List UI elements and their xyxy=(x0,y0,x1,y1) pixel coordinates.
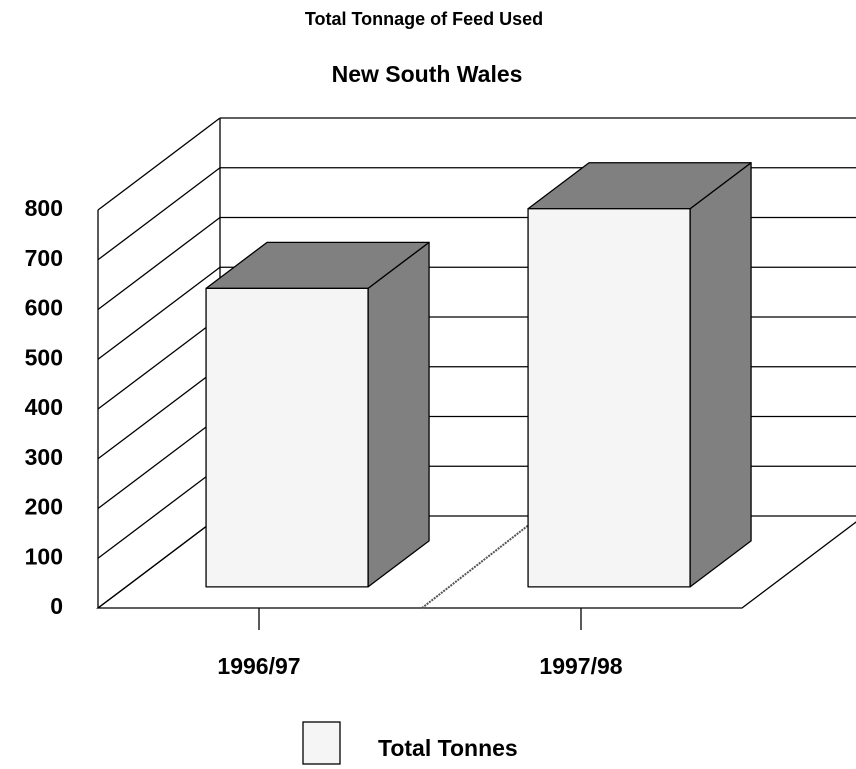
bar-side xyxy=(689,162,752,588)
grid-line xyxy=(97,366,221,460)
bar xyxy=(527,208,691,588)
bar-side xyxy=(367,241,430,588)
bar xyxy=(205,287,369,588)
y-tick-label: 300 xyxy=(25,444,63,470)
grid-line xyxy=(97,117,221,211)
floor-line xyxy=(421,523,531,609)
chart-subtitle: New South Wales xyxy=(332,61,523,87)
y-tick-label: 700 xyxy=(25,245,63,271)
legend-label: Total Tonnes xyxy=(378,735,518,761)
grid-line xyxy=(97,316,221,410)
grid-line xyxy=(97,167,221,261)
y-tick-label: 600 xyxy=(25,295,63,321)
x-tick-label: 1997/98 xyxy=(539,653,622,679)
grid-line xyxy=(97,415,221,510)
legend-swatch xyxy=(302,721,341,765)
grid-line xyxy=(97,266,221,360)
y-tick-label: 0 xyxy=(50,593,63,619)
y-tick-label: 500 xyxy=(25,344,63,370)
y-tick-label: 100 xyxy=(25,543,63,569)
grid-line xyxy=(97,465,221,559)
y-tick-label: 200 xyxy=(25,494,63,520)
y-tick-label: 400 xyxy=(25,394,63,420)
x-tick-label: 1996/97 xyxy=(217,653,300,679)
grid-line xyxy=(97,515,221,609)
y-tick-label: 800 xyxy=(25,195,63,221)
grid-line xyxy=(97,216,221,311)
chart-title: Total Tonnage of Feed Used xyxy=(305,9,543,29)
